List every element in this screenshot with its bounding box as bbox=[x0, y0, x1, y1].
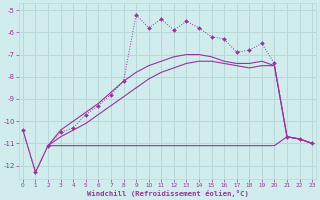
X-axis label: Windchill (Refroidissement éolien,°C): Windchill (Refroidissement éolien,°C) bbox=[87, 190, 248, 197]
